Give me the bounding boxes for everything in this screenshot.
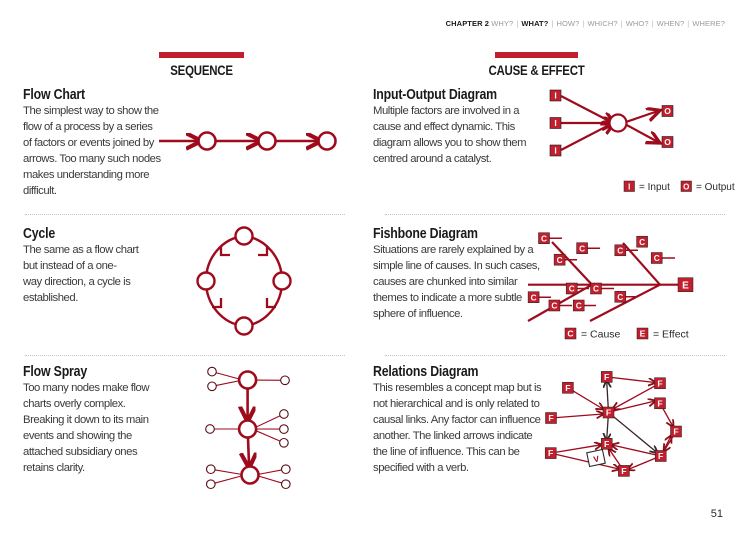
svg-text:E: E — [682, 280, 689, 291]
svg-text:F: F — [621, 466, 626, 476]
svg-text:F: F — [658, 451, 663, 461]
svg-text:O: O — [664, 137, 671, 147]
svg-text:E: E — [640, 329, 646, 339]
svg-text:C: C — [557, 255, 563, 265]
svg-text:F: F — [657, 378, 662, 388]
svg-text:= Cause: = Cause — [581, 329, 621, 341]
svg-text:O: O — [664, 106, 671, 116]
svg-text:F: F — [673, 427, 678, 437]
svg-text:F: F — [604, 372, 609, 382]
svg-text:F: F — [657, 398, 662, 408]
svg-text:= Effect: = Effect — [653, 329, 689, 341]
svg-text:F: F — [565, 383, 570, 393]
svg-text:F: F — [604, 439, 609, 449]
svg-text:I: I — [628, 182, 630, 191]
svg-text:C: C — [541, 233, 547, 243]
svg-text:C: C — [531, 292, 537, 302]
svg-text:I: I — [554, 118, 556, 128]
svg-text:I: I — [554, 146, 556, 156]
svg-text:F: F — [606, 408, 611, 418]
svg-text:I: I — [554, 91, 556, 101]
svg-text:= Output: = Output — [696, 182, 735, 193]
svg-text:C: C — [654, 253, 660, 263]
svg-text:= Input: = Input — [639, 182, 670, 193]
svg-text:C: C — [639, 237, 645, 247]
svg-text:O: O — [683, 182, 689, 191]
svg-text:C: C — [617, 245, 623, 255]
svg-text:C: C — [579, 243, 585, 253]
svg-text:F: F — [548, 448, 553, 458]
svg-text:C: C — [551, 301, 557, 311]
svg-text:C: C — [593, 284, 599, 294]
svg-text:F: F — [548, 413, 553, 423]
svg-text:C: C — [567, 329, 573, 339]
svg-text:C: C — [576, 301, 582, 311]
svg-text:C: C — [569, 284, 575, 294]
svg-text:C: C — [617, 292, 623, 302]
